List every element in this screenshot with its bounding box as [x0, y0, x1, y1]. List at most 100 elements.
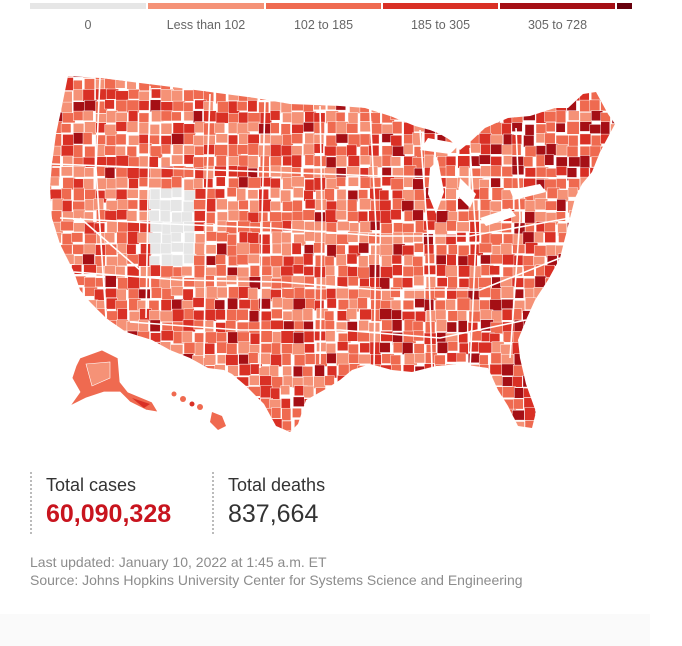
county-cell: [247, 431, 260, 432]
county-cell: [558, 321, 568, 333]
county-cell: [303, 253, 314, 266]
county-cell: [623, 410, 630, 419]
county-cell: [426, 408, 437, 419]
county-cell: [533, 419, 545, 432]
county-cell: [183, 375, 195, 387]
county-cell: [436, 112, 450, 125]
county-cell: [392, 396, 404, 409]
county-cell: [127, 199, 138, 210]
county-cell: [470, 91, 480, 104]
county-cell: [610, 145, 615, 158]
county-cell: [445, 165, 456, 178]
county-cell: [588, 244, 602, 255]
county-cell: [336, 386, 348, 399]
county-cell: [105, 343, 117, 354]
county-cell: [280, 330, 295, 344]
county-cell: [600, 176, 612, 188]
county-cell: [511, 76, 522, 80]
county-cell: [379, 189, 390, 201]
county-cell: [291, 77, 303, 92]
county-cell: [260, 330, 273, 343]
county-cell: [601, 321, 614, 333]
county-cell: [359, 155, 371, 166]
us-county-map[interactable]: [40, 68, 630, 440]
county-cell: [369, 396, 381, 407]
county-cell: [72, 419, 84, 430]
county-cell: [624, 166, 631, 179]
county-cell: [347, 331, 359, 342]
county-cell: [183, 277, 197, 288]
county-cell: [137, 429, 149, 432]
county-cell: [600, 363, 613, 377]
county-cell: [579, 167, 590, 178]
county-cell: [237, 331, 250, 343]
county-cell: [590, 267, 602, 281]
county-cell: [403, 134, 414, 145]
county-cell: [282, 76, 294, 77]
county-cell: [349, 79, 360, 91]
county-cell: [160, 156, 171, 168]
county-cell: [579, 78, 591, 89]
county-cell: [535, 77, 546, 91]
county-cell: [335, 210, 347, 221]
county-cell: [82, 253, 95, 265]
county-cell: [50, 157, 53, 168]
county-cell: [403, 429, 415, 432]
county-cell: [445, 155, 457, 167]
county-cell: [403, 100, 416, 112]
county-cell: [203, 79, 215, 92]
county-cell: [50, 253, 61, 267]
county-cell: [50, 386, 60, 398]
county-cell: [445, 177, 459, 191]
county-cell: [73, 166, 86, 178]
county-cell: [72, 320, 86, 334]
last-updated: Last updated: January 10, 2022 at 1:45 a…: [30, 554, 327, 570]
county-cell: [84, 409, 94, 422]
county-cell: [535, 396, 546, 411]
county-cell: [294, 419, 306, 429]
county-cell: [50, 76, 62, 80]
county-cell: [346, 376, 358, 390]
county-cell: [457, 112, 469, 126]
county-cell: [50, 408, 62, 420]
county-cell: [478, 76, 492, 79]
county-cell: [534, 408, 547, 422]
county-cell: [533, 231, 544, 243]
county-cell: [580, 353, 592, 367]
county-cell: [403, 364, 415, 377]
county-cell: [214, 144, 228, 157]
county-cell: [401, 277, 413, 288]
county-cell: [445, 265, 458, 278]
county-cell: [610, 341, 615, 355]
county-cell: [40, 344, 48, 357]
county-cell: [599, 408, 613, 421]
county-cell: [577, 277, 591, 289]
county-cell: [566, 297, 577, 307]
county-cell: [126, 167, 140, 179]
county-cell: [357, 429, 369, 432]
county-cell: [346, 308, 358, 320]
county-cell: [171, 254, 184, 267]
county-cell: [544, 154, 555, 166]
county-cell: [392, 387, 403, 398]
county-cell: [139, 376, 153, 388]
county-cell: [216, 396, 228, 410]
county-cell: [525, 365, 537, 376]
county-cell: [381, 76, 394, 80]
county-cell: [392, 264, 403, 276]
county-cell: [228, 122, 239, 134]
county-cell: [544, 221, 556, 233]
county-cell: [437, 341, 449, 354]
county-cell: [556, 408, 567, 421]
county-cell: [335, 176, 346, 187]
county-cell: [115, 78, 126, 89]
county-cell: [459, 407, 470, 418]
county-cell: [293, 354, 306, 366]
county-cell: [50, 310, 63, 321]
county-cell: [579, 300, 592, 311]
county-cell: [247, 167, 258, 179]
county-cell: [599, 344, 612, 355]
county-cell: [566, 364, 578, 377]
county-cell: [139, 342, 150, 355]
county-cell: [247, 287, 258, 301]
